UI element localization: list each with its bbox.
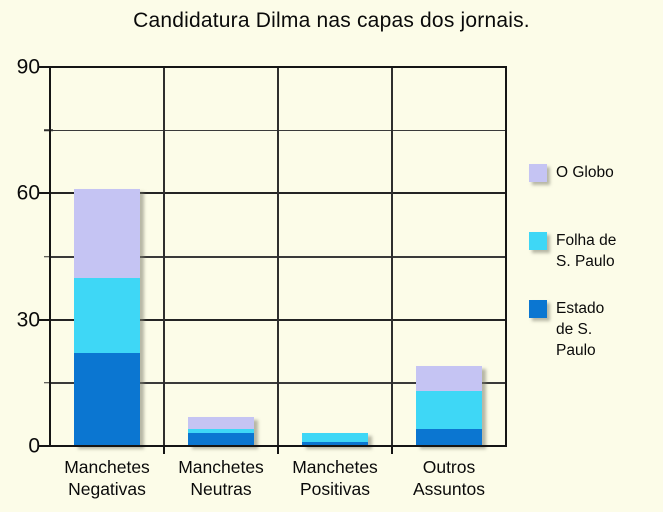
legend-label: Estado de S. Paulo (556, 298, 604, 361)
bar-manchetes-negativas (74, 189, 140, 446)
y-axis-tick-60 (38, 192, 51, 195)
y-axis-minor-tick-15 (44, 382, 53, 384)
gridline-x-1 (163, 67, 165, 446)
y-axis-tick-0 (38, 445, 51, 447)
bar-segment-folha-de-s-paulo (74, 277, 140, 354)
bar-segment-o-globo (188, 416, 254, 430)
bar-segment-folha-de-s-paulo (188, 429, 254, 434)
bar-segment-estado-de-s-paulo (188, 433, 254, 446)
legend-label-line: O Globo (556, 164, 614, 181)
y-axis-label-30: 30 (16, 308, 40, 332)
x-axis-label-outros-assuntos: Outros Assuntos (413, 456, 485, 500)
y-axis-minor-tick-75 (44, 129, 53, 131)
x-axis-label-line: Neutras (190, 479, 252, 499)
x-axis-tick-3 (391, 446, 393, 454)
x-axis-label-line: Manchetes (292, 457, 378, 477)
y-axis-label-60: 60 (16, 181, 40, 205)
x-axis-label-line: Positivas (299, 479, 371, 499)
legend-label-line: S. Paulo (556, 253, 615, 270)
gridline-x-3 (391, 67, 393, 446)
x-axis-label-line: Negativas (68, 479, 146, 499)
x-axis-label-line: Assuntos (413, 479, 485, 499)
bar-segment-estado-de-s-paulo (302, 441, 368, 446)
x-axis-tick-1 (163, 446, 165, 454)
bar-segment-estado-de-s-paulo (74, 353, 140, 446)
legend-label: Folha de S. Paulo (556, 230, 616, 272)
y-axis-tick-90 (38, 66, 51, 68)
gridline-x-2 (277, 67, 279, 446)
bar-outros-assuntos (416, 366, 482, 446)
bar-manchetes-neutras (188, 416, 254, 446)
y-axis-minor-tick-45 (44, 255, 53, 258)
legend-swatch (529, 300, 547, 318)
x-axis-label-manchetes-negativas: Manchetes Negativas (64, 456, 150, 500)
x-axis-label-manchetes-positivas: Manchetes Positivas (292, 456, 378, 500)
x-axis-label-line: Manchetes (64, 457, 150, 477)
chart-title: Candidatura Dilma nas capas dos jornais. (133, 9, 530, 32)
bar-segment-o-globo (74, 189, 140, 278)
plot-border (49, 66, 507, 447)
y-axis-tick-30 (38, 318, 51, 321)
x-axis-tick-2 (277, 446, 279, 454)
legend-label-line: Estado (556, 300, 605, 317)
legend-swatch (529, 232, 547, 250)
legend-label-line: Folha de (556, 232, 617, 249)
x-axis-label-line: Outros (422, 457, 476, 477)
y-axis-label-90: 90 (16, 55, 40, 79)
x-axis-label-manchetes-neutras: Manchetes Neutras (178, 456, 264, 500)
bar-segment-estado-de-s-paulo (416, 429, 482, 446)
y-axis-label-0: 0 (28, 434, 40, 458)
bar-manchetes-positivas (302, 433, 368, 446)
legend-label-line: Paulo (556, 342, 596, 359)
bar-segment-folha-de-s-paulo (302, 433, 368, 442)
plot-area (49, 66, 507, 447)
legend-label-line: de S. (556, 321, 593, 338)
bar-segment-o-globo (416, 366, 482, 392)
legend-label: O Globo (556, 162, 614, 183)
legend-swatch (529, 164, 547, 182)
bar-segment-folha-de-s-paulo (416, 391, 482, 430)
x-axis-label-line: Manchetes (178, 457, 264, 477)
